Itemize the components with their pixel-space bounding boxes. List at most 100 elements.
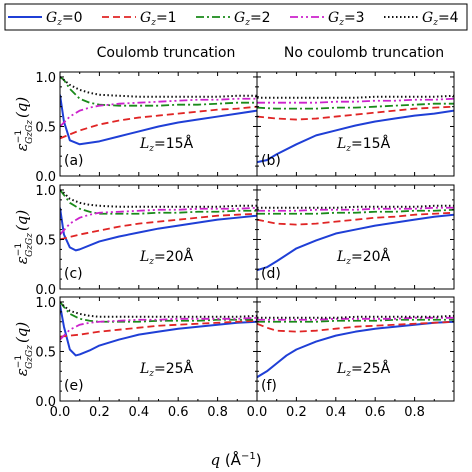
x-tick-label: 0.8	[207, 405, 228, 420]
legend-label: Gz=0	[46, 10, 83, 28]
series-line-gz2	[257, 208, 454, 215]
panel-lz-label: Lz=15Å	[139, 135, 194, 154]
lz-val: =25Å	[154, 360, 194, 377]
panel-frame	[256, 184, 455, 290]
y-tick-label: 0.5	[35, 345, 56, 360]
y-label-arg: (q)	[13, 322, 31, 343]
lz-val: =20Å	[154, 248, 194, 265]
panel-e: 0.0 0.5 1.0 0.0 0.2 0.4 0.6 0.8 (e) Lz=25Å	[35, 296, 258, 420]
lz-var: L	[139, 136, 149, 152]
y-tick-label: 0.5	[35, 120, 56, 135]
series-line-gz2	[257, 102, 454, 110]
series-line-gz4	[60, 189, 257, 208]
y-tick-label: 0.5	[35, 233, 56, 248]
lz-val: =25Å	[351, 360, 391, 377]
y-tick-label: 1.0	[35, 184, 56, 199]
series-line-gz2	[60, 189, 257, 215]
lz-sub: z	[345, 257, 351, 267]
legend-label-sub: z	[244, 18, 250, 28]
legend-label-sub: z	[150, 18, 156, 28]
legend-label-val: =4	[438, 10, 459, 26]
x-label-exp: −1	[241, 451, 256, 462]
series-line-gz3	[257, 97, 454, 104]
lz-val: =15Å	[351, 135, 391, 152]
axis-labels: q (Å−1)ε−1GzGz(q)ε−1GzGz(q)ε−1GzGz(q)	[13, 97, 262, 469]
series-line-gz4	[257, 314, 454, 319]
series-line-gz1	[257, 320, 454, 333]
legend: Gz=0 Gz=1 Gz=2 Gz=3 Gz=4	[4, 3, 468, 31]
panel-d: (d) Lz=20Å	[256, 184, 455, 290]
panel-a: 0.0 0.5 1.0 (a) Lz=15Å	[35, 71, 258, 185]
lz-sub: z	[148, 257, 154, 267]
legend-label-var: G	[328, 10, 339, 26]
column-title: No coulomb truncation	[284, 45, 444, 61]
x-tick-label: 0.2	[286, 405, 307, 420]
panel-letter: (f)	[261, 378, 277, 394]
series-line-gz1	[60, 105, 257, 140]
x-tick-label: 0.6	[168, 405, 189, 420]
x-tick-label: 0.2	[89, 405, 110, 420]
lz-sub: z	[345, 144, 351, 154]
y-label-eps: ε	[13, 368, 31, 376]
x-label-unit: (Å	[220, 450, 242, 469]
series-line-gz3	[60, 316, 257, 341]
panel-f: 0.0 0.2 0.4 0.6 0.8 (f) Lz=25Å	[247, 296, 455, 420]
y-tick-label: 1.0	[35, 71, 56, 86]
lz-sub: z	[148, 369, 154, 379]
lz-val: =15Å	[154, 135, 194, 152]
x-tick-label: 0.4	[128, 405, 149, 420]
y-label-eps: ε	[13, 143, 31, 151]
series-line-gz1	[257, 211, 454, 226]
x-tick-label: 0.0	[50, 405, 71, 420]
series-line-gz0	[257, 109, 454, 164]
series-line-gz1	[257, 105, 454, 121]
y-tick-label: 0.0	[35, 283, 56, 298]
panel-c: 0.0 0.5 1.0 (c) Lz=20Å	[35, 184, 258, 298]
y-tick-label: 0.0	[35, 170, 56, 185]
y-tick-label: 1.0	[35, 296, 56, 311]
panel-lz-label: Lz=20Å	[139, 248, 194, 267]
y-label-eps: ε	[13, 256, 31, 264]
series-line-gz0	[60, 207, 257, 252]
x-tick-label: 0.0	[247, 405, 268, 420]
panel-lz-label: Lz=15Å	[336, 135, 391, 154]
panel-letter: (d)	[261, 266, 281, 282]
panel-lz-label: Lz=25Å	[139, 360, 194, 379]
panel-letter: (a)	[64, 153, 84, 169]
lz-var: L	[139, 361, 149, 377]
column-title: Coulomb truncation	[97, 45, 236, 61]
panel-b: (b) Lz=15Å	[256, 71, 455, 177]
x-label-close: )	[256, 451, 262, 469]
panel-frame	[59, 296, 258, 402]
series-line-gz2	[257, 318, 454, 323]
legend-label-val: =0	[62, 10, 83, 26]
panel-series	[60, 76, 257, 146]
series-line-gz0	[257, 213, 454, 272]
panel-frame	[59, 71, 258, 177]
series-line-gz1	[60, 319, 257, 338]
legend-frame	[4, 3, 468, 31]
y-tick-label: 0.0	[35, 395, 56, 410]
panel-letter: (b)	[261, 153, 281, 169]
y-label-exp: −1	[14, 355, 24, 368]
legend-label: Gz=4	[422, 10, 459, 28]
legend-label-sub: z	[56, 18, 62, 28]
y-label-exp: −1	[14, 243, 24, 256]
legend-label-sub: z	[338, 18, 344, 28]
series-line-gz0	[257, 320, 454, 379]
lz-sub: z	[148, 144, 154, 154]
x-axis-label: q (Å−1)	[210, 450, 261, 469]
panel-series	[257, 94, 454, 164]
legend-label-val: =2	[250, 10, 271, 26]
panel-frame	[59, 184, 258, 290]
lz-val: =20Å	[351, 248, 391, 265]
series-line-gz3	[257, 206, 454, 212]
y-axis-label: ε−1GzGz (q)	[13, 97, 35, 152]
series-line-gz2	[60, 76, 257, 107]
x-label-var: q	[210, 451, 220, 469]
y-label-sub: GzGz	[25, 345, 35, 369]
y-label-arg: (q)	[13, 210, 31, 231]
column-titles: Coulomb truncation No coulomb truncation	[97, 45, 444, 61]
panel-lz-label: Lz=20Å	[336, 248, 391, 267]
